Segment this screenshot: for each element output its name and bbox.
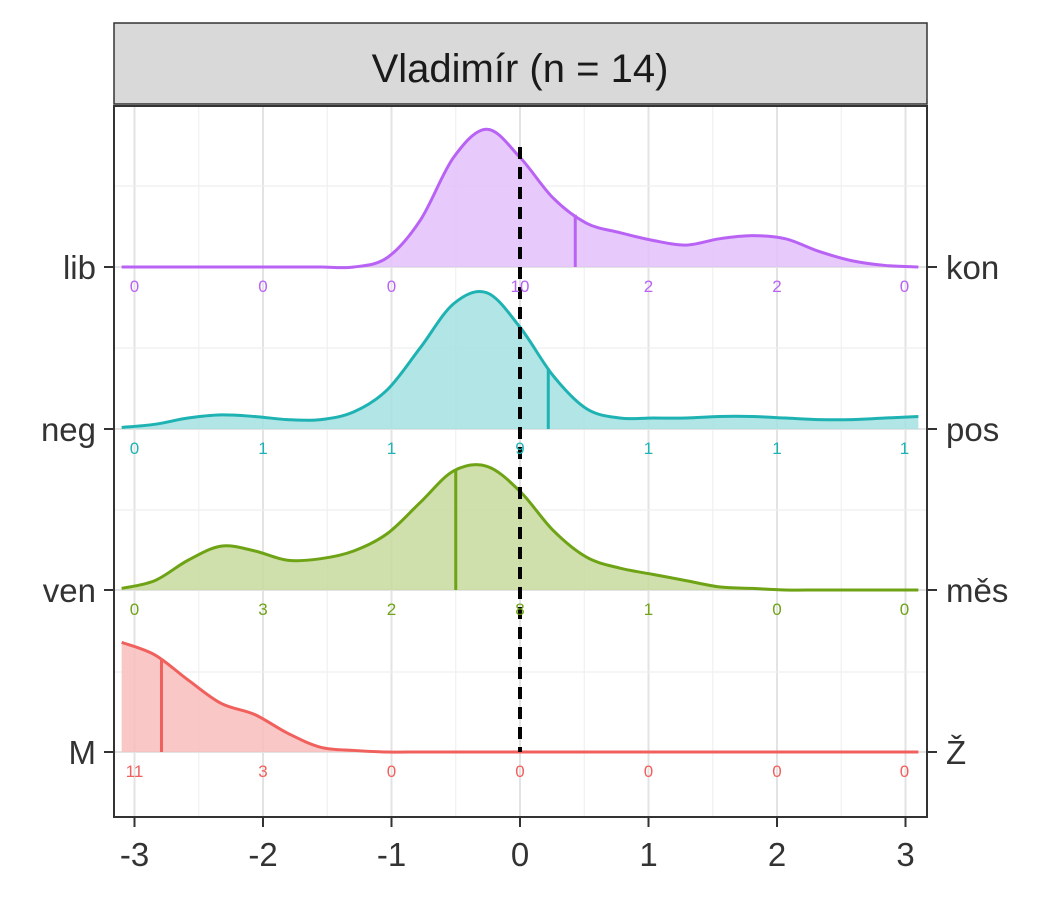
count-label: 2	[772, 277, 781, 296]
x-tick-label: 0	[511, 836, 529, 873]
y-label-right: kon	[946, 249, 999, 286]
count-label: 0	[130, 277, 139, 296]
chart-title: Vladimír (n = 14)	[372, 47, 669, 91]
x-tick-label: -2	[248, 836, 277, 873]
count-label: 0	[515, 762, 524, 781]
count-label: 1	[644, 439, 653, 458]
count-label: 2	[644, 277, 653, 296]
count-label: 9	[515, 439, 524, 458]
x-tick-label: 2	[768, 836, 786, 873]
count-label: 1	[900, 439, 909, 458]
count-labels: 11 3 0 0 0 0 00 3 2 8 1 0 00 1 1 9 1 1 10 0 0 10 2 2 0	[126, 277, 910, 781]
y-label-left: lib	[63, 249, 96, 286]
count-label: 8	[515, 600, 524, 619]
ridge-area-M	[121, 642, 919, 753]
ridge-area-neg	[121, 291, 919, 429]
count-label: 0	[387, 762, 396, 781]
y-label-left: M	[69, 734, 97, 771]
count-label: 11	[126, 762, 144, 781]
count-label: 3	[258, 762, 267, 781]
count-label: 0	[772, 762, 781, 781]
y-label-left: neg	[41, 411, 96, 448]
y-label-right: Ž	[946, 734, 966, 771]
count-label: 0	[900, 277, 909, 296]
count-label: 1	[772, 439, 781, 458]
count-label: 0	[900, 600, 909, 619]
y-label-right: pos	[946, 411, 999, 448]
x-tick-label: 3	[896, 836, 914, 873]
count-label: 10	[511, 277, 530, 296]
count-label: 3	[258, 600, 267, 619]
y-label-right: měs	[946, 572, 1008, 609]
count-label: 1	[644, 600, 653, 619]
count-label: 2	[387, 600, 396, 619]
count-label: 1	[258, 439, 267, 458]
x-tick-label: -1	[377, 836, 406, 873]
count-label: 0	[772, 600, 781, 619]
count-label: 1	[387, 439, 396, 458]
count-label: 0	[644, 762, 653, 781]
count-label: 0	[130, 439, 139, 458]
count-label: 0	[258, 277, 267, 296]
count-label: 0	[130, 600, 139, 619]
strip-header	[113, 22, 928, 105]
y-label-left: ven	[43, 572, 96, 609]
x-tick-label: 1	[639, 836, 657, 873]
count-label: 0	[900, 762, 909, 781]
count-label: 0	[387, 277, 396, 296]
x-tick-label: -3	[120, 836, 149, 873]
